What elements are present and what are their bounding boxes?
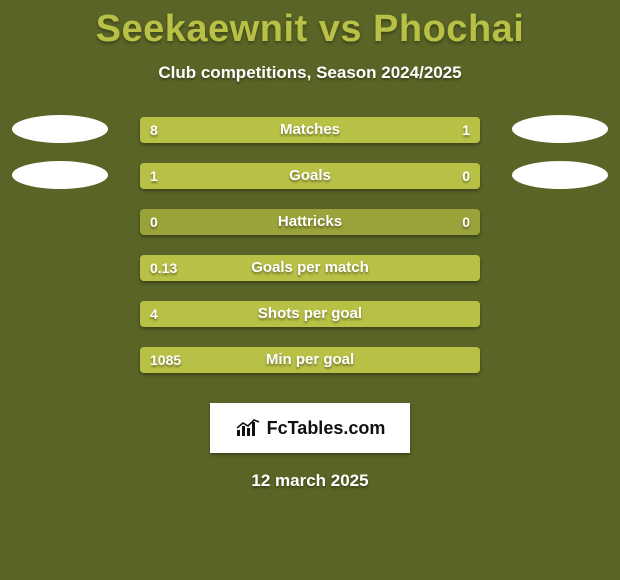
stat-bar-left-fill [140, 163, 405, 189]
stat-value-left: 0 [150, 209, 158, 235]
stat-rows: 81Matches10Goals00Hattricks0.13Goals per… [0, 111, 620, 387]
stat-bar-left-fill [140, 255, 480, 281]
stat-bar: 1085Min per goal [140, 347, 480, 373]
brand-badge: FcTables.com [210, 403, 410, 453]
stat-row: 1085Min per goal [0, 341, 620, 387]
stat-bar-left-fill [140, 301, 480, 327]
stat-bar: 4Shots per goal [140, 301, 480, 327]
stat-label: Hattricks [140, 209, 480, 235]
stat-row: 0.13Goals per match [0, 249, 620, 295]
stat-bar-left-fill [140, 117, 405, 143]
stat-bar-left-fill [140, 347, 480, 373]
date-label: 12 march 2025 [0, 471, 620, 491]
stat-row: 81Matches [0, 111, 620, 157]
stat-bar: 0 0Hattricks [140, 209, 480, 235]
stat-value-left: 1 [150, 163, 158, 189]
player-left-marker [12, 115, 108, 143]
stat-value-left: 4 [150, 301, 158, 327]
page-title: Seekaewnit vs Phochai [0, 0, 620, 51]
stat-value-right: 0 [462, 163, 470, 189]
stat-bar: 0.13Goals per match [140, 255, 480, 281]
stat-bar: 81Matches [140, 117, 480, 143]
stat-bar: 10Goals [140, 163, 480, 189]
page-subtitle: Club competitions, Season 2024/2025 [0, 63, 620, 83]
stat-value-right: 1 [462, 117, 470, 143]
stat-row: 0 0Hattricks [0, 203, 620, 249]
player-right-marker [512, 161, 608, 189]
stat-row: 10Goals [0, 157, 620, 203]
chart-icon [235, 418, 261, 438]
player-left-marker [12, 161, 108, 189]
stat-value-left: 1085 [150, 347, 181, 373]
stat-value-right: 0 [462, 209, 470, 235]
stat-row: 4Shots per goal [0, 295, 620, 341]
stat-value-left: 8 [150, 117, 158, 143]
stat-value-left: 0.13 [150, 255, 177, 281]
player-right-marker [512, 115, 608, 143]
brand-text: FcTables.com [267, 418, 386, 439]
